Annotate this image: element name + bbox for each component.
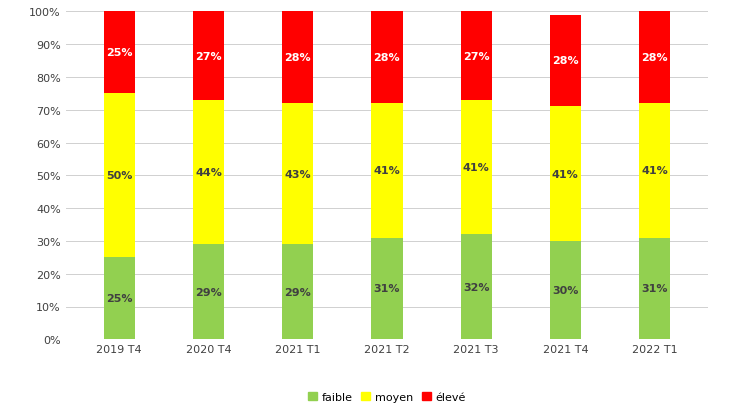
Text: 41%: 41% bbox=[463, 163, 490, 173]
Legend: faible, moyen, élevé: faible, moyen, élevé bbox=[304, 388, 470, 407]
Text: 32%: 32% bbox=[463, 282, 489, 292]
Text: 29%: 29% bbox=[284, 287, 311, 297]
Bar bbox=[104, 12, 135, 94]
Text: 28%: 28% bbox=[374, 53, 400, 63]
Text: 25%: 25% bbox=[106, 48, 132, 58]
Text: 25%: 25% bbox=[106, 294, 132, 303]
Bar bbox=[372, 104, 402, 238]
Text: 27%: 27% bbox=[463, 52, 489, 61]
Bar bbox=[550, 241, 581, 339]
Bar bbox=[104, 94, 135, 258]
Text: 41%: 41% bbox=[552, 169, 579, 179]
Bar bbox=[639, 12, 670, 104]
Bar bbox=[639, 238, 670, 339]
Text: 31%: 31% bbox=[374, 284, 400, 294]
Text: 28%: 28% bbox=[552, 56, 579, 66]
Bar bbox=[282, 12, 313, 104]
Text: 29%: 29% bbox=[195, 287, 222, 297]
Text: 27%: 27% bbox=[195, 52, 222, 61]
Bar bbox=[461, 101, 492, 235]
Bar bbox=[639, 104, 670, 238]
Text: 50%: 50% bbox=[106, 171, 132, 181]
Bar bbox=[193, 245, 224, 339]
Text: 31%: 31% bbox=[642, 284, 668, 294]
Bar bbox=[461, 235, 492, 339]
Text: 28%: 28% bbox=[641, 53, 668, 63]
Text: 41%: 41% bbox=[374, 166, 400, 176]
Bar bbox=[372, 238, 402, 339]
Text: 43%: 43% bbox=[285, 169, 311, 179]
Bar bbox=[282, 104, 313, 245]
Bar bbox=[550, 16, 581, 107]
Bar bbox=[282, 245, 313, 339]
Text: 28%: 28% bbox=[285, 53, 311, 63]
Bar bbox=[104, 258, 135, 339]
Bar bbox=[461, 12, 492, 101]
Bar bbox=[193, 101, 224, 245]
Text: 30%: 30% bbox=[552, 285, 579, 295]
Text: 44%: 44% bbox=[195, 168, 222, 178]
Bar bbox=[550, 107, 581, 241]
Bar bbox=[193, 12, 224, 101]
Bar bbox=[372, 12, 402, 104]
Text: 41%: 41% bbox=[641, 166, 668, 176]
